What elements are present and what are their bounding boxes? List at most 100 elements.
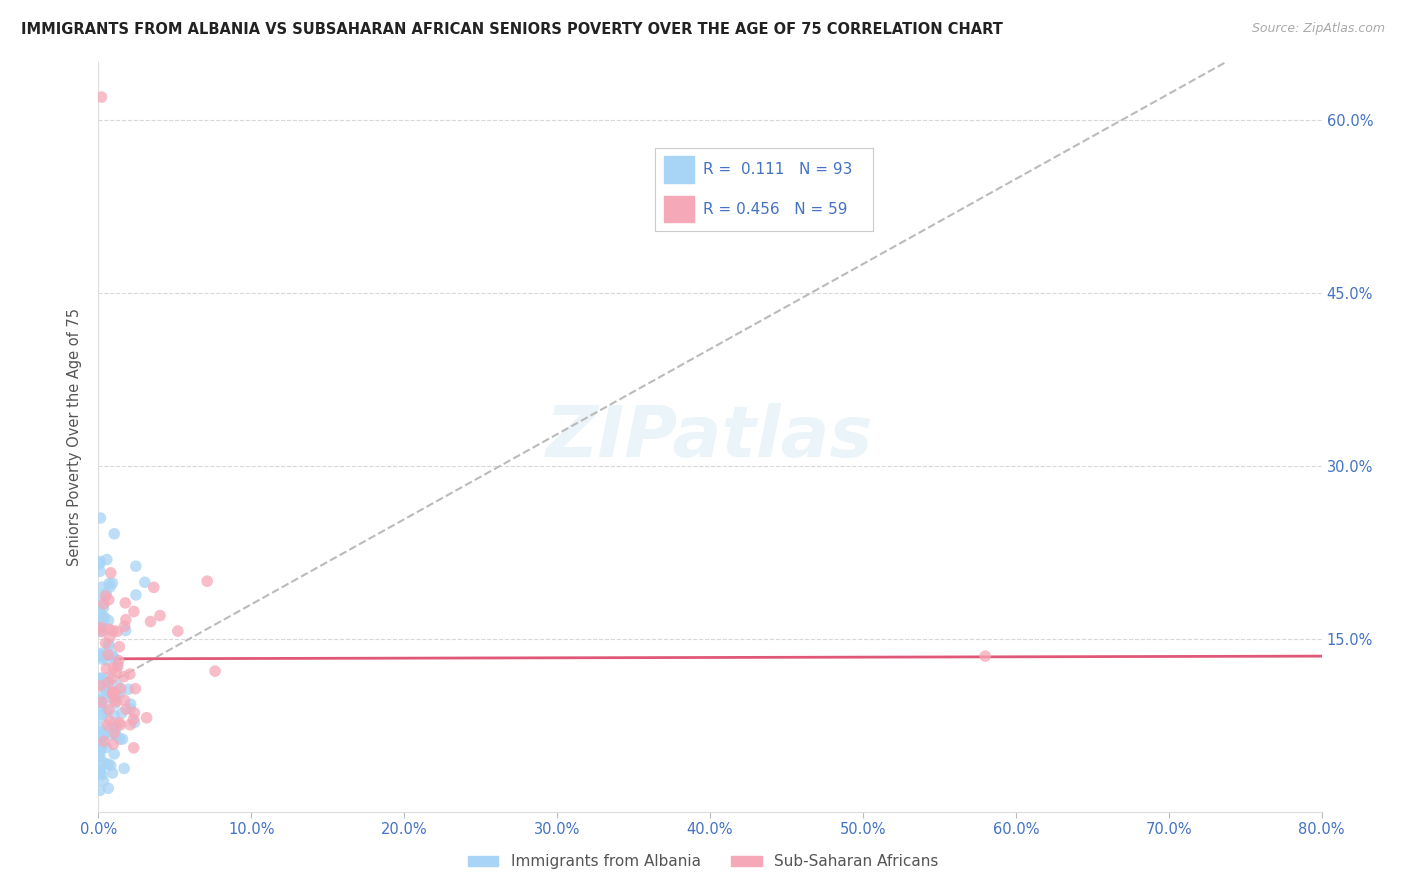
Point: [91, 707, 114, 722]
Point: [97, 639, 120, 653]
Point: [96, 704, 118, 718]
Point: [97, 718, 120, 732]
Point: [96, 653, 118, 667]
Point: [103, 726, 125, 740]
Point: [90, 764, 112, 778]
Point: [94, 589, 117, 603]
Point: [94, 587, 117, 601]
Bar: [664, 156, 695, 183]
Point: [90, 738, 112, 752]
Point: [97, 757, 120, 772]
Y-axis label: Seniors Poverty Over the Age of 75: Seniors Poverty Over the Age of 75: [67, 308, 83, 566]
Point: [110, 681, 132, 696]
Point: [89, 783, 111, 797]
Point: [89, 646, 111, 660]
Point: [103, 687, 125, 701]
Point: [105, 665, 128, 680]
Point: [107, 659, 129, 673]
Point: [100, 566, 122, 580]
Point: [125, 588, 148, 602]
Point: [139, 615, 162, 629]
Point: [89, 696, 111, 710]
Point: [93, 681, 115, 695]
Point: [94, 636, 117, 650]
Point: [90, 90, 112, 104]
Point: [89, 722, 111, 736]
Point: [91, 673, 114, 688]
Point: [91, 610, 114, 624]
Point: [114, 596, 136, 610]
Point: [105, 687, 128, 701]
Text: IMMIGRANTS FROM ALBANIA VS SUBSAHARAN AFRICAN SENIORS POVERTY OVER THE AGE OF 75: IMMIGRANTS FROM ALBANIA VS SUBSAHARAN AF…: [21, 22, 1002, 37]
Point: [89, 511, 111, 525]
Point: [101, 687, 124, 701]
Point: [105, 624, 128, 639]
Point: [114, 624, 136, 638]
Point: [114, 619, 136, 633]
Point: [94, 756, 117, 771]
Point: [103, 747, 125, 761]
Point: [101, 766, 124, 780]
Point: [103, 526, 125, 541]
Point: [166, 624, 188, 639]
Point: [90, 724, 112, 739]
Text: R =  0.111   N = 93: R = 0.111 N = 93: [703, 162, 852, 178]
Point: [89, 766, 111, 780]
Point: [93, 729, 115, 743]
Point: [97, 648, 120, 662]
Point: [112, 670, 135, 684]
Point: [104, 697, 127, 711]
Point: [90, 754, 112, 768]
Point: [105, 694, 128, 708]
Point: [103, 685, 125, 699]
Point: [101, 671, 124, 685]
Legend: Immigrants from Albania, Sub-Saharan Africans: Immigrants from Albania, Sub-Saharan Afr…: [461, 848, 945, 875]
Bar: [664, 196, 695, 222]
Point: [104, 721, 127, 735]
Point: [122, 740, 145, 755]
Point: [103, 650, 125, 665]
Point: [108, 640, 131, 654]
Point: [101, 727, 124, 741]
Point: [112, 761, 135, 775]
Point: [98, 580, 121, 594]
Point: [89, 749, 111, 764]
Point: [135, 711, 157, 725]
Point: [90, 740, 112, 755]
Point: [111, 706, 134, 720]
Point: [103, 661, 125, 675]
Point: [89, 564, 111, 578]
Point: [91, 615, 114, 629]
Point: [91, 652, 114, 666]
Point: [111, 732, 134, 747]
Point: [93, 610, 115, 624]
Point: [91, 774, 114, 789]
Point: [93, 600, 115, 615]
Point: [101, 686, 124, 700]
Point: [90, 710, 112, 724]
Point: [94, 691, 117, 706]
Point: [115, 613, 138, 627]
Point: [91, 695, 114, 709]
Point: [89, 732, 111, 747]
Point: [90, 624, 112, 639]
Point: [195, 574, 218, 589]
Point: [103, 693, 125, 707]
Point: [134, 575, 156, 590]
Point: [90, 671, 112, 685]
Point: [101, 576, 124, 591]
Point: [124, 706, 146, 720]
Point: [90, 624, 112, 639]
Point: [108, 686, 131, 700]
Point: [142, 580, 165, 594]
Point: [97, 703, 120, 717]
Point: [103, 737, 125, 751]
Point: [100, 648, 122, 662]
Point: [96, 552, 118, 566]
Point: [120, 701, 142, 715]
Point: [97, 670, 120, 684]
Point: [96, 740, 118, 755]
Point: [101, 624, 124, 638]
Point: [89, 700, 111, 714]
Point: [107, 658, 129, 673]
